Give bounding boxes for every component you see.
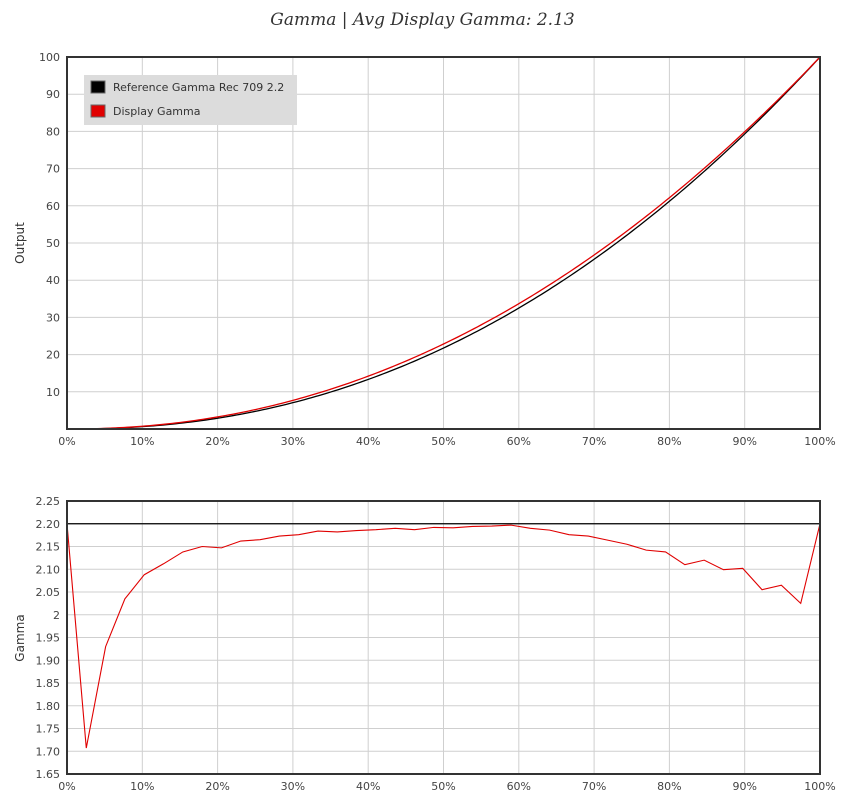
bottom-series xyxy=(66,523,821,749)
bottom-plot-frame xyxy=(66,500,821,775)
legend-swatch-reference xyxy=(90,80,106,94)
bottom-x-tick-label: 20% xyxy=(205,780,229,793)
top-y-tick-label: 100 xyxy=(39,51,60,64)
top-y-tick-label: 80 xyxy=(46,125,60,138)
legend: Reference Gamma Rec 709 2.2 Display Gamm… xyxy=(84,75,297,125)
bottom-y-tick-label: 2.05 xyxy=(36,586,61,599)
bottom-grid xyxy=(66,500,821,775)
top-y-tick-label: 60 xyxy=(46,200,60,213)
bottom-y-tick-label: 1.85 xyxy=(36,677,61,690)
top-x-tick-label: 60% xyxy=(507,435,531,448)
bottom-x-tick-label: 80% xyxy=(657,780,681,793)
gamma-axis-title: Gamma xyxy=(13,614,27,661)
top-x-tick-label: 80% xyxy=(657,435,681,448)
bottom-y-tick-label: 1.80 xyxy=(36,700,61,713)
top-x-tick-label: 0% xyxy=(58,435,75,448)
display-gamma-line xyxy=(67,56,821,430)
legend-background xyxy=(84,75,297,125)
bottom-x-tick-label: 50% xyxy=(431,780,455,793)
bottom-x-tick-label: 30% xyxy=(281,780,305,793)
bottom-y-tick-label: 2.10 xyxy=(36,563,61,576)
bottom-x-tick-label: 0% xyxy=(58,780,75,793)
bottom-y-tick-label: 1.75 xyxy=(36,723,61,736)
top-x-tick-label: 30% xyxy=(281,435,305,448)
bottom-x-tick-label: 100% xyxy=(804,780,835,793)
bottom-y-tick-label: 2 xyxy=(53,609,60,622)
bottom-y-tick-label: 1.95 xyxy=(36,632,61,645)
bottom-y-tick-label: 2.20 xyxy=(36,518,61,531)
top-x-tick-label: 70% xyxy=(582,435,606,448)
top-x-tick-label: 10% xyxy=(130,435,154,448)
gamma-curve-chart: 0% 10% 20% 30% 40% 50% 60% 70% 80% 90% 100% 10 20 30 4… xyxy=(13,51,836,448)
bottom-tick-labels: 0% 10% 20% 30% 40% 50% 60% 70% 80% 90% 100% 1.65 1.7… xyxy=(36,495,836,793)
top-y-tick-label: 50 xyxy=(46,237,60,250)
bottom-x-tick-label: 10% xyxy=(130,780,154,793)
legend-label-reference: Reference Gamma Rec 709 2.2 xyxy=(113,81,284,94)
top-x-tick-label: 50% xyxy=(431,435,455,448)
display-gamma-line xyxy=(66,523,821,749)
bottom-x-tick-label: 90% xyxy=(732,780,756,793)
top-x-tick-label: 40% xyxy=(356,435,380,448)
top-y-tick-label: 30 xyxy=(46,311,60,324)
reference-gamma-line xyxy=(67,56,821,430)
top-y-tick-label: 40 xyxy=(46,274,60,287)
top-x-tick-label: 20% xyxy=(205,435,229,448)
bottom-y-tick-label: 1.65 xyxy=(36,768,61,781)
top-y-tick-label: 10 xyxy=(46,386,60,399)
legend-swatch-display xyxy=(90,104,106,118)
bottom-y-tick-label: 1.70 xyxy=(36,745,61,758)
output-axis-title: Output xyxy=(13,222,27,264)
top-x-tick-label: 100% xyxy=(804,435,835,448)
top-y-tick-label: 20 xyxy=(46,349,60,362)
bottom-x-tick-label: 70% xyxy=(582,780,606,793)
bottom-y-tick-label: 2.25 xyxy=(36,495,61,508)
top-y-tick-label: 70 xyxy=(46,163,60,176)
bottom-x-tick-label: 40% xyxy=(356,780,380,793)
top-plot-frame xyxy=(66,56,821,430)
bottom-y-tick-label: 1.90 xyxy=(36,654,61,667)
bottom-y-tick-label: 2.15 xyxy=(36,541,61,554)
top-series xyxy=(67,56,821,430)
top-y-tick-label: 90 xyxy=(46,88,60,101)
legend-label-display: Display Gamma xyxy=(113,105,200,118)
top-tick-labels: 0% 10% 20% 30% 40% 50% 60% 70% 80% 90% 100% 10 20 30 4… xyxy=(39,51,836,448)
page-title: Gamma | Avg Display Gamma: 2.13 xyxy=(270,10,575,30)
top-x-tick-label: 90% xyxy=(732,435,756,448)
bottom-x-tick-label: 60% xyxy=(507,780,531,793)
